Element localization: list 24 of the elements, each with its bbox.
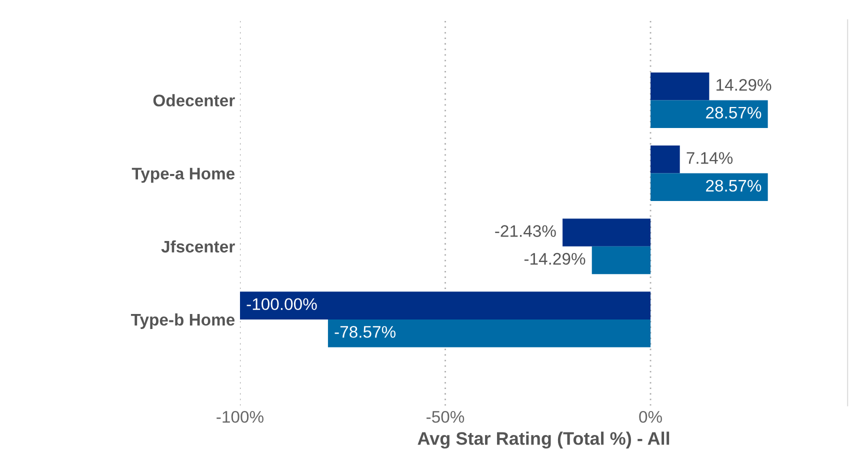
data-label: 14.29% xyxy=(716,78,772,91)
data-label: -14.29% xyxy=(524,252,586,265)
x-tick-label: 0% xyxy=(639,410,662,423)
bar xyxy=(562,218,651,246)
data-label: 7.14% xyxy=(686,152,733,164)
data-label: -100.00% xyxy=(246,298,317,310)
bar xyxy=(650,72,710,100)
bar xyxy=(240,292,651,320)
y-tick-label: Type-a Home xyxy=(132,168,235,183)
bar xyxy=(650,173,768,202)
x-tick-label: -50% xyxy=(426,410,464,423)
data-label: 28.57% xyxy=(706,180,762,192)
x-tick-label: -100% xyxy=(216,410,264,423)
y-tick-label: Jfscenter xyxy=(161,240,235,253)
bar xyxy=(650,146,680,174)
bar xyxy=(650,100,768,128)
bar xyxy=(592,246,651,274)
data-label: 28.57% xyxy=(706,106,762,119)
x-axis-title: Avg Star Rating (Total %) - All xyxy=(418,432,670,449)
y-tick-label: Type-b Home xyxy=(130,313,235,329)
data-label: -21.43% xyxy=(495,225,556,237)
y-tick-label: Odecenter xyxy=(153,94,235,106)
bar xyxy=(328,319,651,348)
data-label: -78.57% xyxy=(334,326,396,338)
